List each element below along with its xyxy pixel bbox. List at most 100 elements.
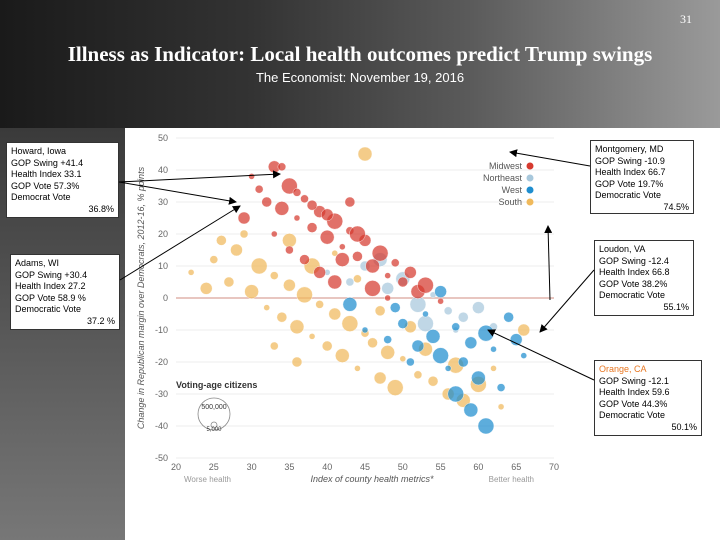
callout-orange: Orange, CA GOP Swing -12.1 Health Index …	[594, 360, 702, 436]
point-south	[354, 365, 361, 372]
point-midwest	[274, 201, 290, 216]
x-tick-label: 20	[171, 462, 181, 472]
callout-montgomery-gop: GOP Vote 19.7%	[595, 178, 664, 189]
point-northeast	[472, 301, 485, 314]
point-south	[216, 235, 227, 246]
point-west	[471, 370, 486, 386]
size-legend-title: Voting-age citizens	[176, 380, 257, 390]
point-midwest	[248, 173, 255, 180]
size-legend-large-label: 500,000	[201, 404, 226, 411]
legend-label-midwest: Midwest	[489, 161, 523, 171]
point-south	[308, 333, 316, 340]
y-tick-label: -10	[155, 325, 168, 335]
callout-loudon-swing: GOP Swing -12.4	[599, 255, 669, 266]
point-south	[270, 341, 279, 351]
point-west	[444, 365, 452, 372]
better-health-label: Better health	[489, 475, 534, 484]
legend-dot-south	[526, 198, 534, 206]
slide-header: 31 Illness as Indicator: Local health ou…	[0, 0, 720, 128]
point-midwest	[335, 252, 350, 267]
callout-howard-dem-value: 36.8%	[88, 203, 114, 214]
region-legend: Midwest Northeast West South	[483, 161, 534, 207]
point-south	[357, 146, 373, 162]
point-west	[496, 383, 506, 392]
point-south	[427, 375, 439, 387]
point-south	[282, 233, 297, 248]
size-legend-large-circle	[197, 397, 231, 431]
callout-adams-dem-value: 37.2 %	[86, 315, 115, 326]
callout-montgomery-swing: GOP Swing -10.9	[595, 155, 665, 166]
point-south	[230, 243, 243, 257]
point-south	[341, 315, 359, 332]
page-number: 31	[680, 12, 692, 26]
callout-montgomery-dem-label: Democratic Vote	[595, 190, 662, 200]
legend-label-west: West	[502, 185, 523, 195]
y-tick-labels: 50 40 30 20 10 0 -10 -20 -30 -40 -50	[155, 133, 168, 463]
point-south	[331, 249, 338, 257]
point-midwest	[261, 196, 272, 208]
y-tick-label: 10	[158, 261, 168, 271]
point-south	[413, 370, 423, 380]
point-midwest	[299, 254, 310, 265]
point-midwest	[384, 272, 391, 279]
point-south	[296, 286, 313, 304]
point-midwest	[306, 222, 318, 233]
callout-howard-health: Health Index 33.1	[11, 169, 82, 179]
point-west	[458, 356, 469, 368]
point-south	[239, 229, 249, 239]
x-tick-label: 50	[398, 462, 408, 472]
point-midwest	[397, 276, 408, 288]
point-west	[464, 336, 478, 350]
callout-loudon-gop: GOP Vote 38.2%	[599, 278, 668, 289]
x-tick-label: 40	[322, 462, 332, 472]
legend-dot-west	[526, 186, 534, 194]
point-midwest	[391, 258, 400, 268]
point-west	[383, 335, 392, 344]
callout-howard-name: Howard, Iowa	[11, 146, 67, 156]
point-south	[289, 319, 305, 335]
point-west	[411, 339, 425, 353]
point-midwest	[364, 280, 381, 297]
point-west	[463, 402, 479, 418]
y-tick-label: 30	[158, 197, 168, 207]
point-west	[361, 326, 369, 334]
point-midwest	[384, 294, 391, 302]
point-northeast	[345, 277, 355, 287]
callout-adams-name: Adams, WI	[15, 258, 60, 268]
point-west	[490, 345, 497, 353]
point-northeast	[417, 315, 434, 332]
point-midwest	[313, 266, 326, 279]
size-legend-small-label: 5,000	[206, 427, 222, 433]
y-tick-label: -40	[155, 421, 168, 431]
point-south	[200, 282, 213, 295]
point-northeast	[381, 282, 394, 295]
point-midwest	[365, 258, 380, 274]
point-south	[335, 348, 350, 363]
callout-howard-swing: GOP Swing +41.4	[11, 157, 84, 168]
point-midwest	[327, 274, 342, 290]
y-tick-label: 20	[158, 229, 168, 239]
point-west	[390, 302, 401, 313]
chart-svg: Change in Republican margin over Democra…	[136, 133, 559, 484]
callout-montgomery: Montgomery, MD GOP Swing -10.9 Health In…	[590, 140, 694, 214]
y-axis-label: Change in Republican margin over Democra…	[136, 166, 146, 429]
x-tick-labels: 20 25 30 35 40 45 50 55 60 65 70	[171, 462, 559, 472]
point-midwest	[277, 162, 287, 171]
callout-montgomery-health: Health Index 66.7	[595, 167, 666, 177]
slide-subtitle: The Economist: November 19, 2016	[255, 70, 465, 85]
callout-loudon: Loudon, VA GOP Swing -12.4 Health Index …	[594, 240, 694, 316]
point-south	[387, 379, 404, 396]
callout-loudon-dem-label: Democratic Vote	[599, 290, 666, 300]
point-west	[434, 285, 447, 298]
point-south	[497, 403, 505, 410]
x-tick-label: 70	[549, 462, 559, 472]
callout-montgomery-name: Montgomery, MD	[595, 144, 664, 154]
callout-montgomery-dem-value: 74.5%	[663, 201, 689, 212]
point-south	[380, 345, 395, 360]
y-tick-label: -30	[155, 389, 168, 399]
point-south	[263, 304, 270, 311]
point-west	[520, 352, 527, 359]
point-midwest	[319, 229, 335, 245]
point-south	[291, 356, 303, 368]
x-tick-label: 25	[209, 462, 219, 472]
